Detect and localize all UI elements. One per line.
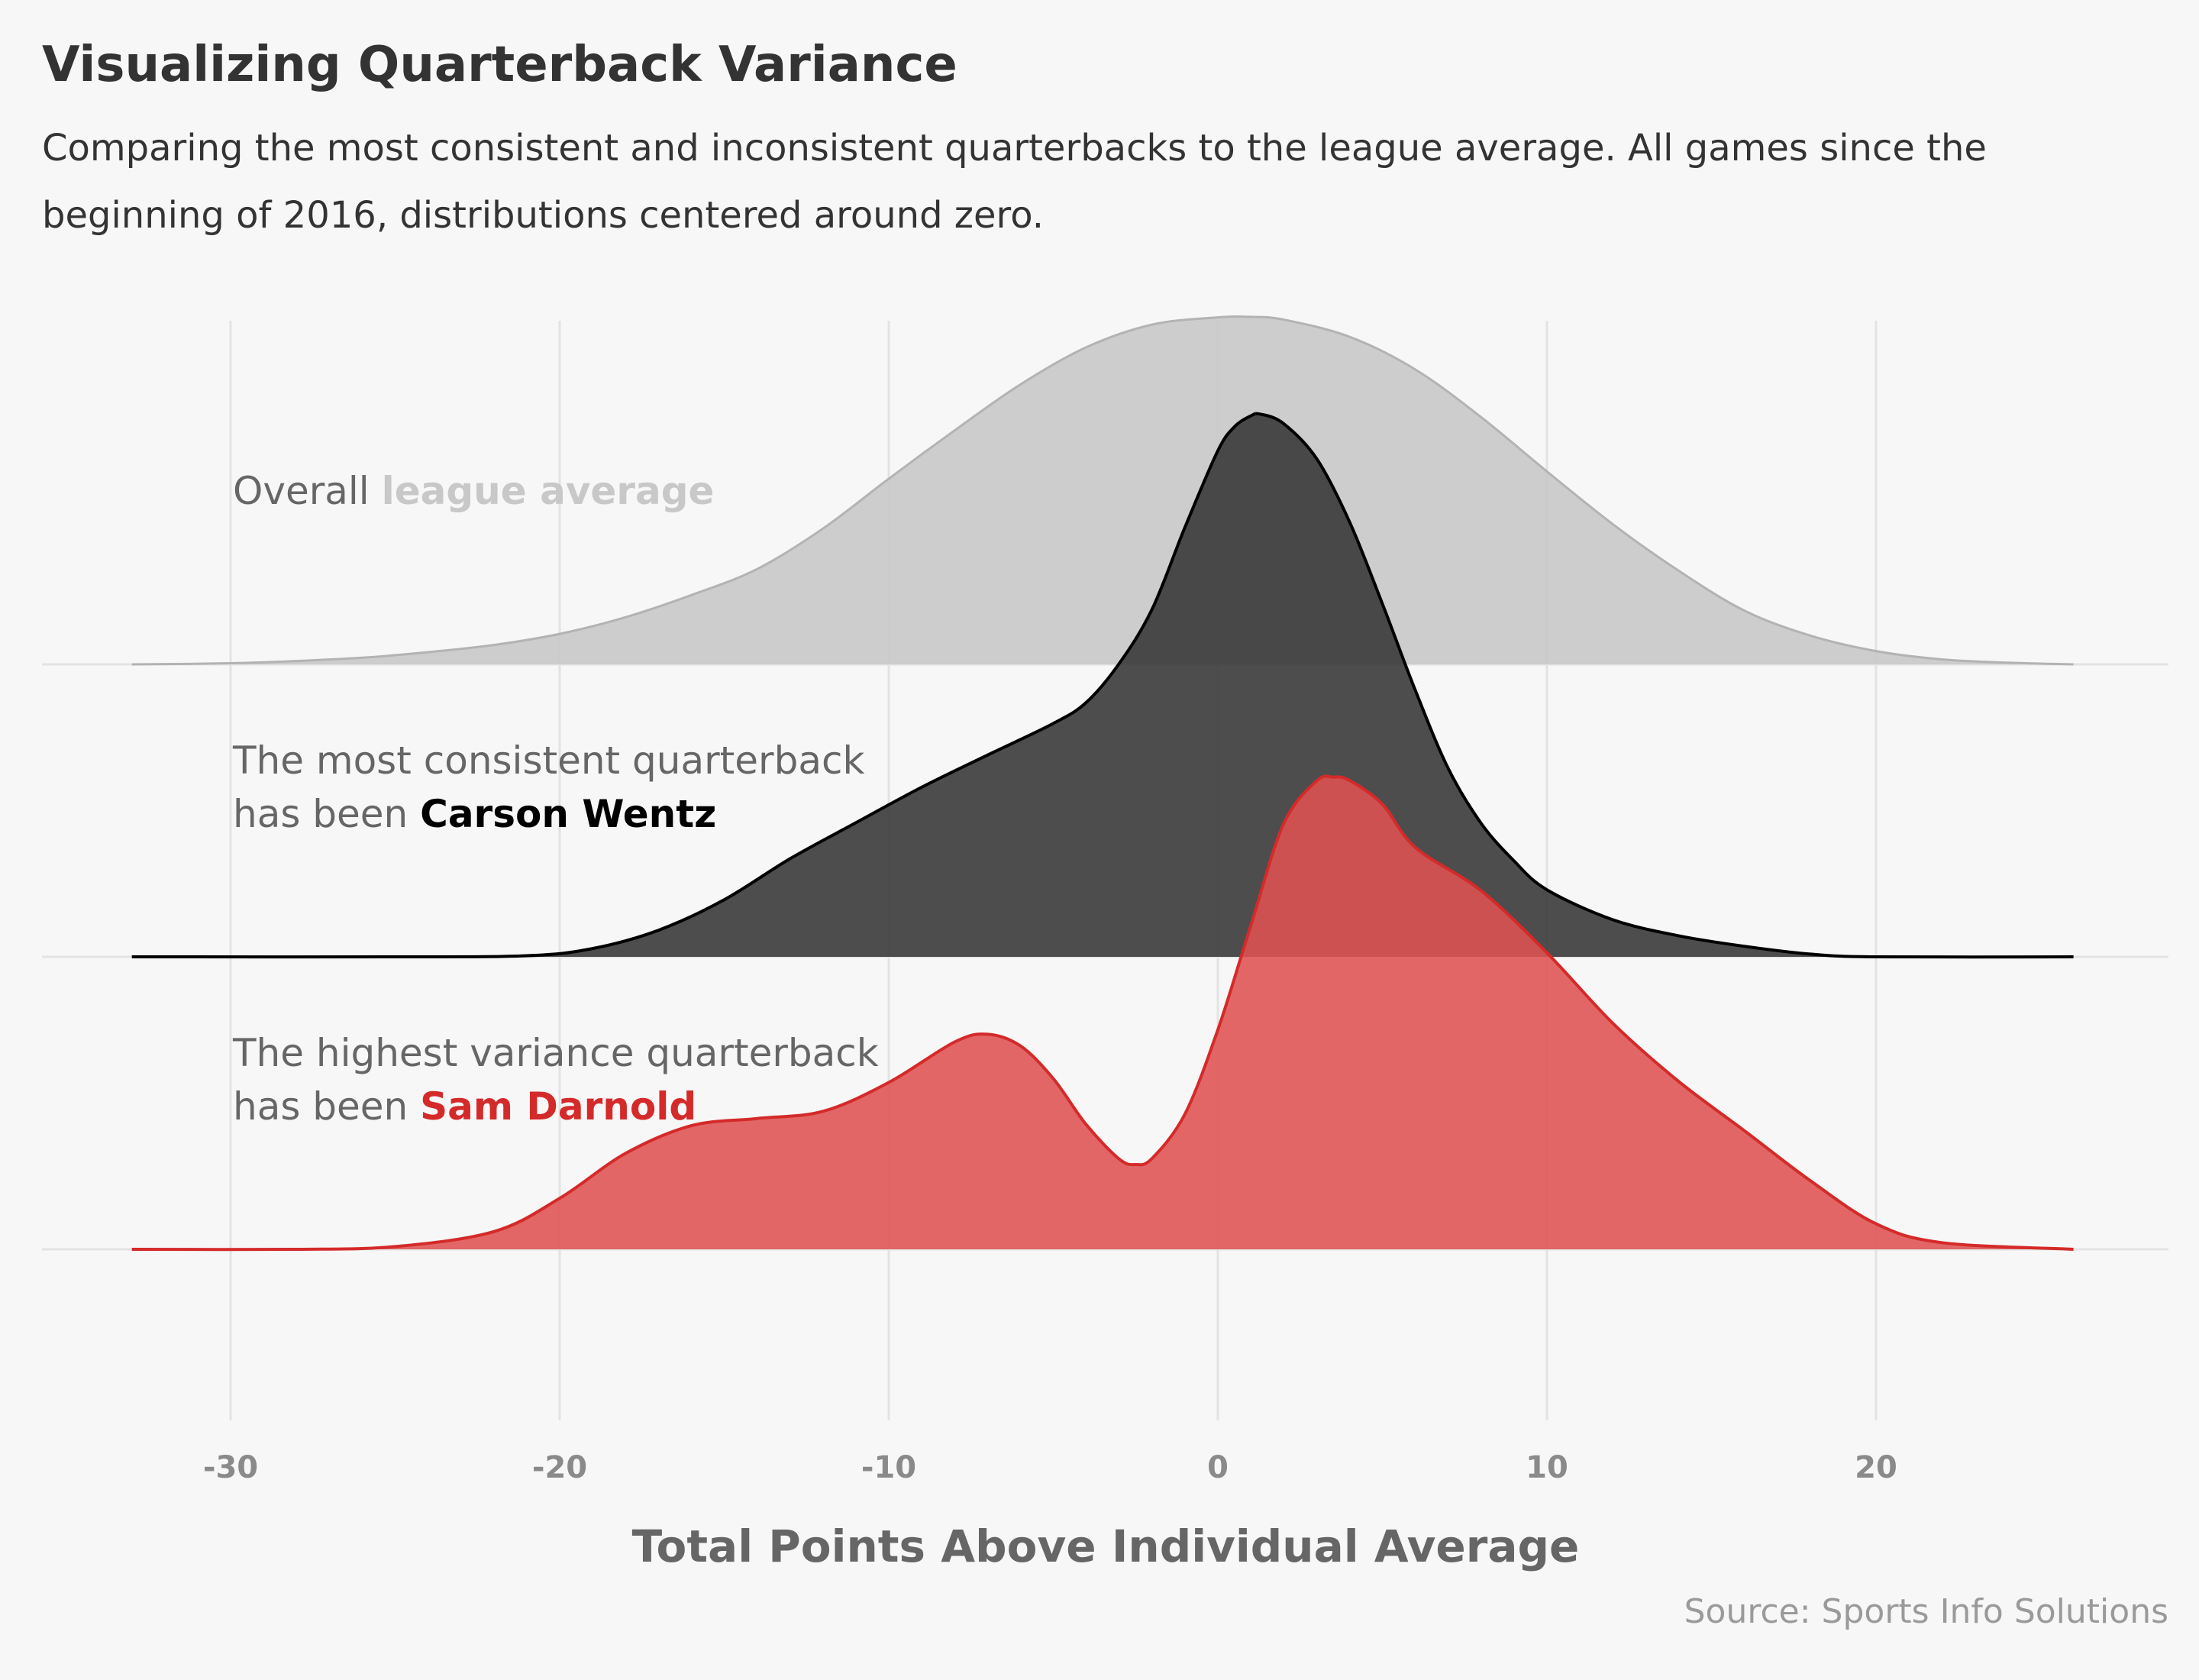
x-tick-label: -30 <box>203 1450 258 1485</box>
chart-title: Visualizing Quarterback Variance <box>42 37 957 93</box>
annotation-wentz-line1: The most consistent quarterback <box>232 738 864 783</box>
x-axis-title: Total Points Above Individual Average <box>632 1520 1580 1572</box>
annotation-text: The most consistent quarterback <box>232 738 864 783</box>
annotation-text: has been <box>233 1084 420 1129</box>
annotation-text: The highest variance quarterback <box>232 1031 879 1075</box>
annotation-text: has been <box>233 792 420 836</box>
x-tick-label: 10 <box>1526 1450 1568 1485</box>
annotation-highlight-darnold: Sam Darnold <box>420 1084 696 1129</box>
ridge-line-darnold <box>131 774 2074 1252</box>
x-tick-label: 20 <box>1855 1450 1897 1485</box>
annotation-darnold-line2: has been Sam Darnold <box>233 1084 696 1129</box>
ridge-line-league <box>131 315 2074 666</box>
density-ridges <box>131 315 2074 1252</box>
annotation-text: Overall <box>233 469 382 513</box>
chart-subtitle: Comparing the most consistent and incons… <box>42 127 1987 237</box>
source-credit: Source: Sports Info Solutions <box>1684 1592 2168 1631</box>
x-tick-label: -20 <box>532 1450 587 1485</box>
annotation-highlight-wentz: Carson Wentz <box>420 792 716 836</box>
annotation-league-line1: Overall league average <box>233 469 714 513</box>
x-tick-label: 0 <box>1207 1450 1229 1485</box>
ridge-area-darnold <box>131 776 2074 1250</box>
annotation-highlight-league: league average <box>382 469 715 513</box>
annotation-wentz-line2: has been Carson Wentz <box>233 792 716 836</box>
x-tick-label: -10 <box>861 1450 916 1485</box>
ridge-annotations: Overall league average The most consisten… <box>232 469 879 1129</box>
x-axis-tick-labels: -30 -20 -10 0 10 20 <box>203 1450 1897 1485</box>
annotation-darnold-line1: The highest variance quarterback <box>232 1031 879 1075</box>
ridge-line-wentz <box>131 412 2074 959</box>
ridge-area-league <box>131 316 2074 664</box>
